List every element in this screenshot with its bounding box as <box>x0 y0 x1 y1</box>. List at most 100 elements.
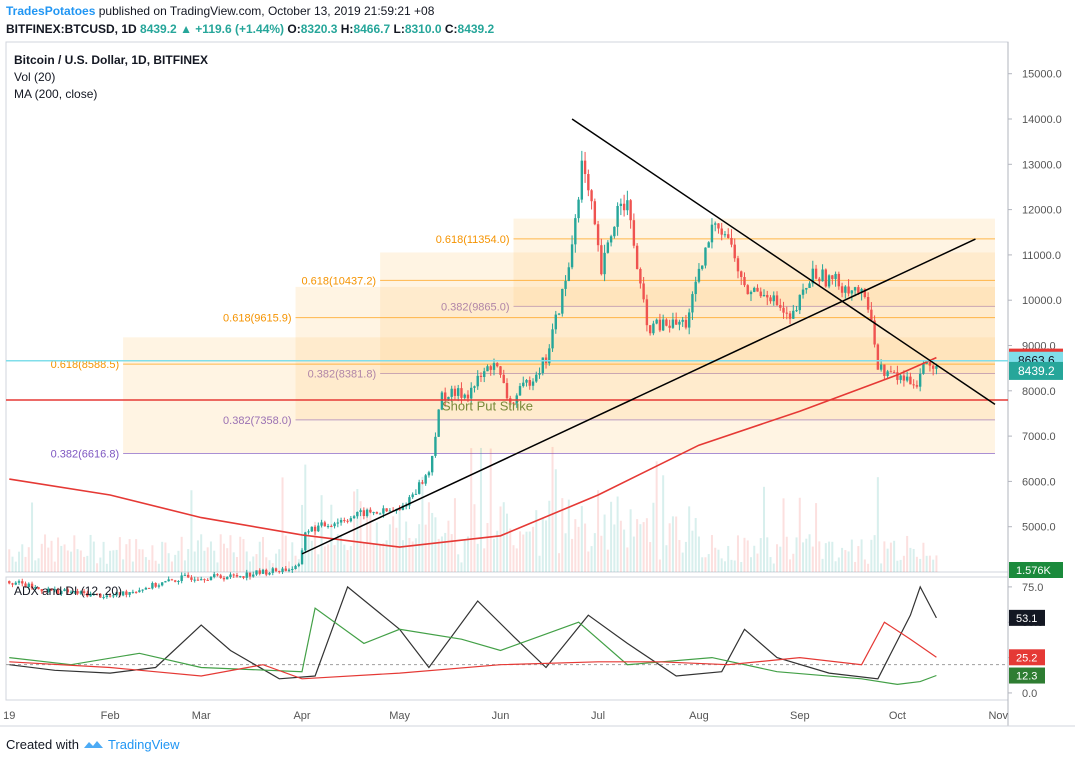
price-label-text: 8439.2 <box>1018 364 1055 378</box>
volume-bar <box>906 535 909 572</box>
volume-bar <box>707 554 710 572</box>
candle-body <box>847 286 850 294</box>
candle-body <box>931 365 935 369</box>
chart-title: Bitcoin / U.S. Dollar, 1D, BITFINEX <box>14 53 208 67</box>
open-value: 8320.3 <box>300 22 338 36</box>
time-axis-label: Feb <box>101 710 120 722</box>
candle-body <box>863 289 867 298</box>
candle-body <box>824 269 828 287</box>
author-name[interactable]: TradesPotatoes <box>6 4 96 18</box>
volume-bar <box>216 562 219 572</box>
candle-body <box>229 574 232 577</box>
volume-bar <box>935 555 938 572</box>
candle-body <box>574 218 577 245</box>
candle-body <box>876 344 880 370</box>
candle-body <box>840 286 844 293</box>
candle-body <box>596 224 600 246</box>
volume-bar <box>265 557 268 572</box>
volume-bar <box>603 514 606 572</box>
candle-body <box>27 583 30 588</box>
candle-body <box>720 228 723 235</box>
volume-bar <box>522 534 525 572</box>
candle-body <box>414 493 418 495</box>
volume-bar <box>96 563 99 572</box>
volume-bar <box>613 524 616 572</box>
candle-body <box>707 242 710 248</box>
volume-bar <box>723 561 726 572</box>
volume-bar <box>177 550 180 572</box>
candle-body <box>727 234 730 238</box>
volume-bar <box>369 508 372 572</box>
candle-body <box>746 285 749 295</box>
candle-body <box>69 591 73 593</box>
candle-body <box>580 160 584 200</box>
candle-body <box>535 374 538 382</box>
candle-body <box>483 371 486 377</box>
adx-value-label-text: 12.3 <box>1016 671 1037 683</box>
volume-bar <box>597 490 600 572</box>
candle-body <box>323 522 327 527</box>
time-axis-label: Jul <box>591 710 605 722</box>
volume-bar <box>932 559 935 572</box>
time-axis-label: Nov <box>988 710 1008 722</box>
indicator-ma-label: MA (200, close) <box>14 87 97 101</box>
volume-bar <box>301 504 304 572</box>
volume-bar <box>310 540 313 572</box>
candle-body <box>346 520 349 522</box>
candle-body <box>557 313 561 315</box>
candle-body <box>427 472 431 476</box>
candle-body <box>307 531 310 533</box>
volume-bar <box>379 543 382 572</box>
candle-body <box>359 510 362 512</box>
chart-area[interactable]: 5000.06000.07000.08000.09000.010000.0110… <box>0 0 1075 735</box>
candle-body <box>603 252 606 275</box>
volume-bar <box>558 553 561 572</box>
candle-body <box>850 290 854 294</box>
candle-body <box>470 387 473 399</box>
volume-bar <box>57 537 60 572</box>
candle-body <box>417 482 421 494</box>
volume-bar <box>60 545 63 572</box>
candle-body <box>271 568 274 573</box>
volume-bar <box>668 523 671 572</box>
volume-bar <box>395 527 398 572</box>
volume-bar <box>353 491 356 572</box>
volume-bar <box>623 529 626 572</box>
volume-bar <box>382 543 385 572</box>
candle-body <box>668 325 671 328</box>
volume-bar <box>340 536 343 572</box>
price-tick-label: 14000.0 <box>1022 114 1062 126</box>
candle-body <box>434 436 437 456</box>
candle-body <box>730 237 733 245</box>
candle-body <box>635 245 639 270</box>
candle-body <box>792 310 795 319</box>
candle-body <box>408 497 411 506</box>
volume-bar <box>779 546 782 572</box>
tradingview-link[interactable]: TradingView <box>107 737 180 752</box>
volume-bar <box>749 557 752 572</box>
volume-bar <box>811 546 814 572</box>
low-value: 8310.0 <box>404 22 442 36</box>
volume-bar <box>372 544 375 572</box>
candle-body <box>411 494 414 498</box>
candle-body <box>479 375 483 377</box>
candle-body <box>798 294 801 311</box>
volume-bar <box>577 526 580 572</box>
volume-bar <box>314 521 317 572</box>
volume-bar <box>128 539 131 572</box>
tradingview-logo-icon <box>83 740 103 748</box>
candle-body <box>642 283 645 300</box>
volume-bar <box>629 509 632 572</box>
candle-body <box>99 593 102 598</box>
candle-body <box>766 294 769 298</box>
volume-bar <box>18 551 21 572</box>
fib-level-label: 0.618(8588.5) <box>51 359 120 371</box>
candle-body <box>453 388 457 396</box>
volume-bar <box>183 560 186 572</box>
volume-bar <box>453 498 456 572</box>
candle-body <box>190 577 193 580</box>
volume-bar <box>398 506 401 572</box>
candle-body <box>261 569 265 574</box>
candle-body <box>235 575 239 577</box>
candle-body <box>310 526 314 532</box>
